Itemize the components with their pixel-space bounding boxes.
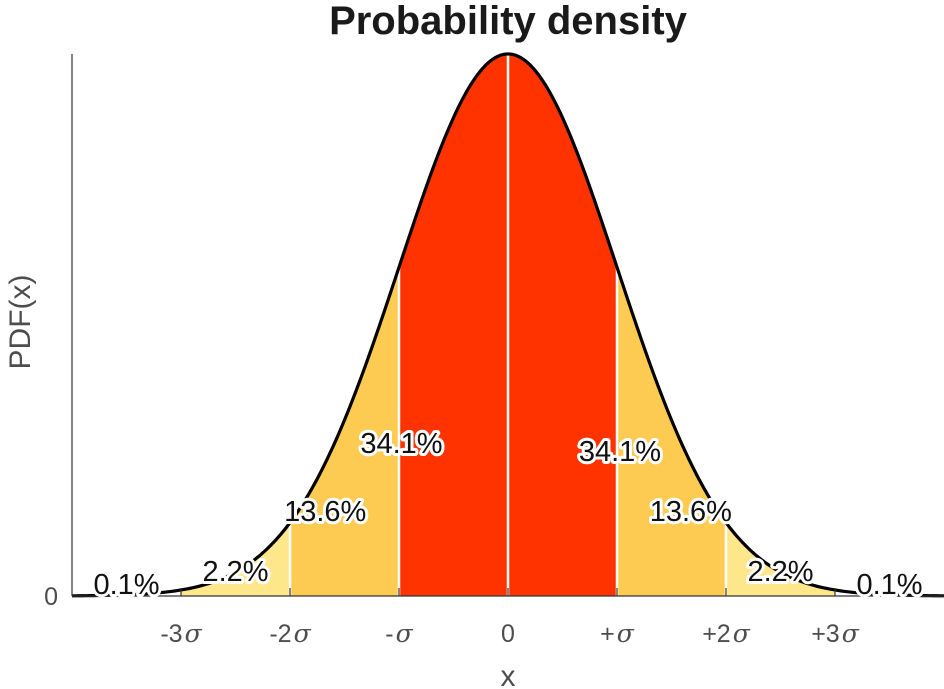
x-tick-label-sigma: σ bbox=[842, 619, 860, 648]
x-tick-label-sigma: σ bbox=[617, 619, 635, 648]
y-tick-label-0: 0 bbox=[44, 583, 58, 611]
x-tick-label-number: + bbox=[600, 620, 615, 648]
region-5 bbox=[726, 522, 835, 596]
x-tick-label-number: -2 bbox=[269, 620, 291, 648]
axes bbox=[71, 54, 944, 597]
chart-title: Probability density bbox=[329, 0, 688, 43]
x-tick-label-sigma: σ bbox=[733, 619, 751, 648]
x-tick-label-0: -3σ bbox=[160, 619, 202, 648]
pdf-curve bbox=[71, 52, 944, 598]
percentage-label-6: 2.2% bbox=[747, 556, 813, 588]
percentage-label-0: 0.1% bbox=[93, 569, 159, 601]
x-tick-label-sigma: σ bbox=[185, 619, 203, 648]
x-tick-label-number: -3 bbox=[160, 620, 182, 648]
x-tick-label-4: +σ bbox=[600, 619, 635, 648]
x-tick-label-sigma: σ bbox=[396, 619, 414, 648]
x-tick-label-6: +3σ bbox=[811, 619, 860, 648]
sigma-dividers bbox=[288, 54, 728, 596]
x-tick-label-number: 0 bbox=[501, 620, 515, 648]
x-tick-label-2: -σ bbox=[385, 619, 413, 648]
percentage-label-1: 2.2% bbox=[202, 556, 268, 588]
percentage-label-5: 13.6% bbox=[650, 496, 732, 528]
x-tick-label-sigma: σ bbox=[294, 619, 312, 648]
region-3 bbox=[508, 53, 617, 596]
percentage-label-2: 13.6% bbox=[284, 496, 366, 528]
x-tick-label-number: +2 bbox=[702, 620, 731, 648]
region-2 bbox=[399, 53, 508, 596]
tick-labels: -3σ -2σ -σ 0 +σ +2σ +3σ0 bbox=[44, 583, 860, 648]
x-tick-label-number: +3 bbox=[811, 620, 840, 648]
percentage-label-4: 34.1% bbox=[579, 436, 661, 468]
y-axis-label: PDF(x) bbox=[4, 275, 37, 370]
percentage-annotations: 0.1% 2.2% 13.6% 34.1% 34.1% 13.6% 2.2% 0.1% bbox=[90, 425, 925, 604]
x-tick-label-number: - bbox=[385, 620, 393, 648]
percentage-label-7: 0.1% bbox=[856, 569, 922, 601]
x-tick-label-5: +2σ bbox=[702, 619, 751, 648]
pdf-curve-layer bbox=[71, 52, 944, 598]
x-axis-label: x bbox=[501, 660, 516, 689]
percentage-label-3: 34.1% bbox=[360, 428, 442, 460]
x-tick-label-1: -2σ bbox=[269, 619, 311, 648]
x-tick-label-3: 0 bbox=[501, 620, 515, 648]
region-0 bbox=[181, 522, 290, 596]
